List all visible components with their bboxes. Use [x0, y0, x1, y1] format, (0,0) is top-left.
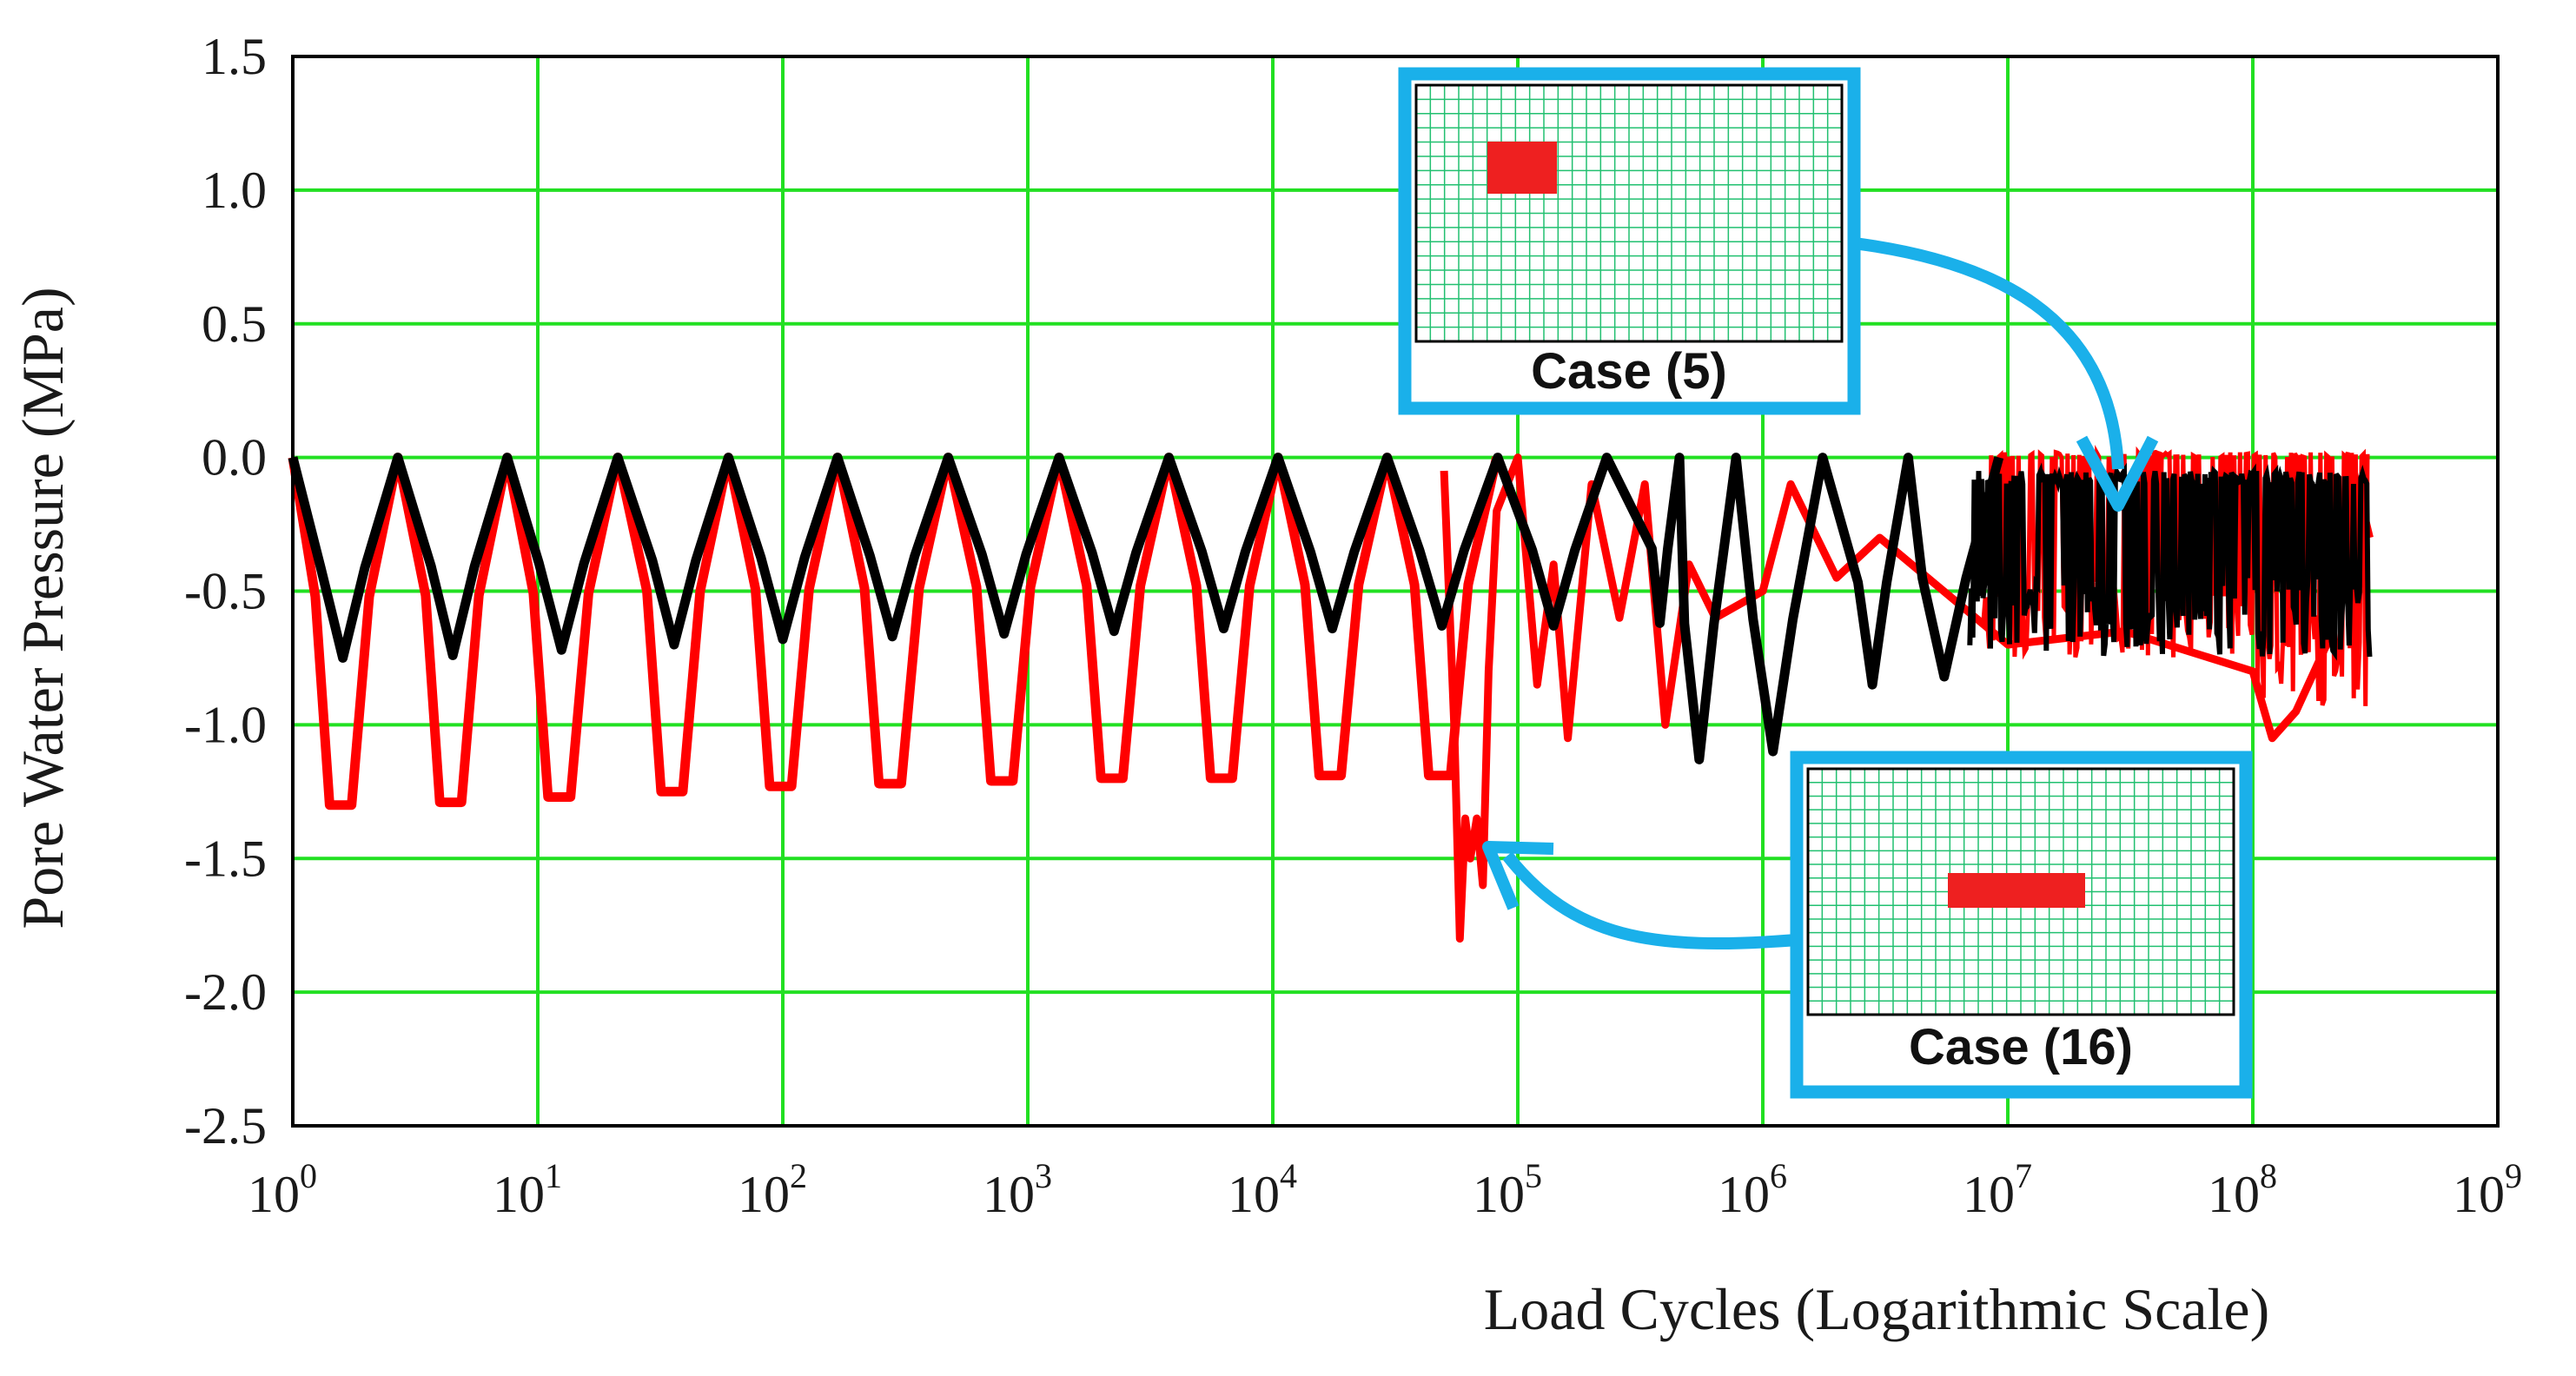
red-zone-case-5 — [1487, 142, 1557, 194]
x-axis-title: Load Cycles (Logarithmic Scale) — [1484, 1276, 2269, 1342]
mesh-boundary-case-16 — [1806, 767, 2235, 1016]
y-tick-label: 1.5 — [202, 28, 267, 85]
arrow-case-16 — [1502, 851, 1798, 950]
arrow-head-case-5 — [2076, 435, 2159, 512]
y-tick-label: 0.5 — [202, 295, 267, 353]
x-tick-label: 101 — [493, 1156, 562, 1223]
inset-label-case-5: Case (5) — [1531, 343, 1727, 400]
y-axis-title: Pore Water Pressure (MPa) — [10, 287, 76, 929]
inset-label-case-16: Case (16) — [1909, 1019, 2133, 1075]
y-tick-label: -1.5 — [184, 830, 267, 887]
x-tick-label: 100 — [248, 1156, 317, 1223]
y-tick-label: 0.0 — [202, 429, 267, 486]
y-tick-labels: 1.5 1.0 0.5 0.0 -0.5 -1.0 -1.5 -2.0 -2.5 — [184, 28, 267, 1154]
x-tick-label: 102 — [738, 1156, 807, 1223]
x-tick-label: 106 — [1718, 1156, 1787, 1223]
x-tick-label: 105 — [1473, 1156, 1542, 1223]
red-zone-case-16 — [1948, 873, 2085, 908]
x-tick-label: 103 — [983, 1156, 1052, 1223]
x-tick-labels: 100 101 102 103 104 105 106 107 108 109 — [248, 1156, 2522, 1223]
series-red-line — [288, 453, 1502, 810]
x-tick-label: 104 — [1228, 1156, 1297, 1223]
arrow-head-case-16 — [1482, 841, 1554, 910]
y-tick-label: -1.0 — [184, 696, 267, 753]
series-black-line — [288, 453, 2004, 764]
mesh-grid-case-16 — [1807, 768, 2235, 1015]
x-tick-label: 108 — [2208, 1156, 2277, 1223]
x-tick-label: 109 — [2453, 1156, 2522, 1223]
y-tick-label: 1.0 — [202, 162, 267, 219]
y-tick-label: -0.5 — [184, 563, 267, 620]
series-red-irregular — [1440, 453, 2374, 943]
series-layer — [288, 444, 2374, 943]
mesh-boundary-case-5 — [1414, 83, 1844, 343]
x-tick-label: 107 — [1963, 1156, 2032, 1223]
y-tick-label: -2.0 — [184, 963, 267, 1021]
y-tick-label: -2.5 — [184, 1097, 267, 1154]
plot-frame — [291, 55, 2500, 1128]
inset-case-16: Case (16) — [1790, 751, 2253, 1099]
series-black-noise — [1967, 462, 2373, 661]
arrow-case-5 — [1853, 237, 2124, 470]
inset-case-5: Case (5) — [1398, 67, 1861, 415]
